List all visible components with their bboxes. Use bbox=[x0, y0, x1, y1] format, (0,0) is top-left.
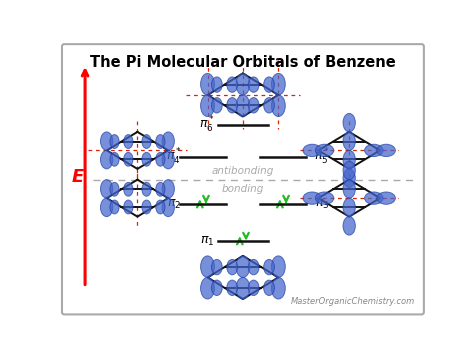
Ellipse shape bbox=[142, 135, 151, 148]
Ellipse shape bbox=[124, 135, 133, 148]
Ellipse shape bbox=[100, 132, 113, 151]
Ellipse shape bbox=[142, 152, 151, 166]
Ellipse shape bbox=[272, 73, 285, 95]
Ellipse shape bbox=[201, 95, 214, 116]
Text: $\pi_3$: $\pi_3$ bbox=[315, 198, 329, 211]
Text: E: E bbox=[71, 168, 83, 186]
Text: $\pi_5^*$: $\pi_5^*$ bbox=[314, 147, 330, 166]
Text: $\pi_4^*$: $\pi_4^*$ bbox=[166, 147, 182, 166]
Text: antibonding: antibonding bbox=[212, 166, 274, 176]
Ellipse shape bbox=[236, 73, 250, 95]
Ellipse shape bbox=[156, 135, 165, 148]
Ellipse shape bbox=[201, 278, 214, 299]
Ellipse shape bbox=[100, 151, 113, 169]
Ellipse shape bbox=[227, 77, 237, 92]
Text: $\pi_6^*$: $\pi_6^*$ bbox=[199, 115, 215, 135]
Ellipse shape bbox=[162, 180, 174, 198]
Ellipse shape bbox=[236, 256, 250, 278]
Text: $\pi_1$: $\pi_1$ bbox=[200, 235, 214, 248]
Ellipse shape bbox=[272, 256, 285, 278]
Ellipse shape bbox=[227, 280, 237, 295]
Ellipse shape bbox=[377, 192, 395, 204]
Ellipse shape bbox=[248, 260, 259, 275]
Ellipse shape bbox=[227, 260, 237, 275]
Ellipse shape bbox=[156, 152, 165, 166]
Ellipse shape bbox=[264, 260, 274, 275]
Ellipse shape bbox=[248, 98, 259, 113]
Ellipse shape bbox=[343, 151, 356, 169]
Ellipse shape bbox=[110, 200, 119, 214]
Ellipse shape bbox=[162, 151, 174, 169]
Ellipse shape bbox=[142, 200, 151, 214]
Ellipse shape bbox=[248, 77, 259, 92]
Ellipse shape bbox=[156, 182, 165, 196]
Ellipse shape bbox=[156, 200, 165, 214]
Ellipse shape bbox=[248, 280, 259, 295]
Ellipse shape bbox=[343, 169, 356, 187]
Ellipse shape bbox=[201, 73, 214, 95]
Ellipse shape bbox=[227, 98, 237, 113]
Ellipse shape bbox=[343, 217, 356, 235]
Text: The Pi Molecular Orbitals of Benzene: The Pi Molecular Orbitals of Benzene bbox=[90, 55, 396, 70]
Text: MasterOrganicChemistry.com: MasterOrganicChemistry.com bbox=[291, 297, 415, 306]
Ellipse shape bbox=[110, 135, 119, 148]
Ellipse shape bbox=[236, 95, 250, 116]
Ellipse shape bbox=[264, 280, 274, 295]
Ellipse shape bbox=[377, 144, 395, 157]
Ellipse shape bbox=[110, 152, 119, 166]
Text: bonding: bonding bbox=[222, 184, 264, 193]
Ellipse shape bbox=[124, 182, 133, 196]
Ellipse shape bbox=[124, 200, 133, 214]
Ellipse shape bbox=[343, 198, 356, 217]
Ellipse shape bbox=[100, 180, 113, 198]
Ellipse shape bbox=[211, 260, 222, 275]
Text: $\pi_2$: $\pi_2$ bbox=[167, 198, 182, 211]
Ellipse shape bbox=[264, 77, 274, 92]
Ellipse shape bbox=[201, 256, 214, 278]
Ellipse shape bbox=[100, 198, 113, 217]
Ellipse shape bbox=[365, 144, 383, 157]
Ellipse shape bbox=[303, 192, 321, 204]
Ellipse shape bbox=[110, 182, 119, 196]
Ellipse shape bbox=[343, 161, 356, 180]
Ellipse shape bbox=[124, 152, 133, 166]
Ellipse shape bbox=[272, 278, 285, 299]
Ellipse shape bbox=[162, 198, 174, 217]
Ellipse shape bbox=[343, 180, 356, 198]
Ellipse shape bbox=[272, 95, 285, 116]
Ellipse shape bbox=[303, 144, 321, 157]
Ellipse shape bbox=[162, 132, 174, 151]
Ellipse shape bbox=[343, 114, 356, 132]
Ellipse shape bbox=[315, 192, 334, 204]
Ellipse shape bbox=[211, 77, 222, 92]
Ellipse shape bbox=[236, 278, 250, 299]
Ellipse shape bbox=[142, 182, 151, 196]
Ellipse shape bbox=[211, 98, 222, 113]
Ellipse shape bbox=[315, 144, 334, 157]
Ellipse shape bbox=[365, 192, 383, 204]
Ellipse shape bbox=[211, 280, 222, 295]
Ellipse shape bbox=[343, 132, 356, 151]
Ellipse shape bbox=[264, 98, 274, 113]
